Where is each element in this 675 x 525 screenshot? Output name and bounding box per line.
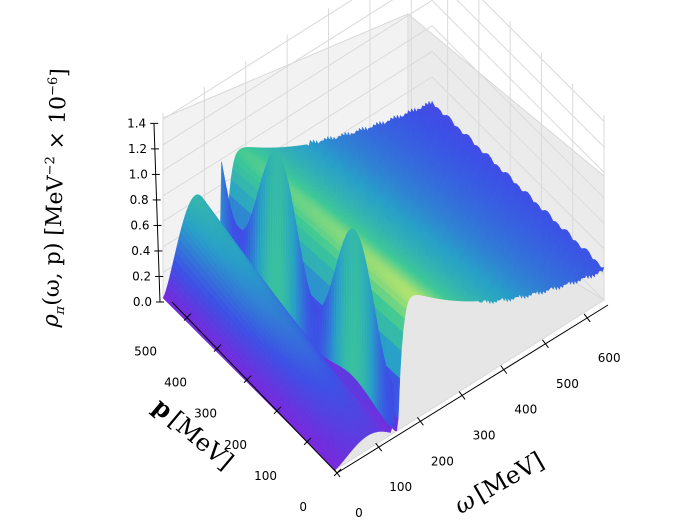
surface-mesh <box>162 100 605 471</box>
grid-line <box>162 0 605 122</box>
grid-lines <box>162 0 605 301</box>
grid-line <box>162 0 605 148</box>
grid-line <box>162 0 605 173</box>
grid-line <box>162 25 605 199</box>
